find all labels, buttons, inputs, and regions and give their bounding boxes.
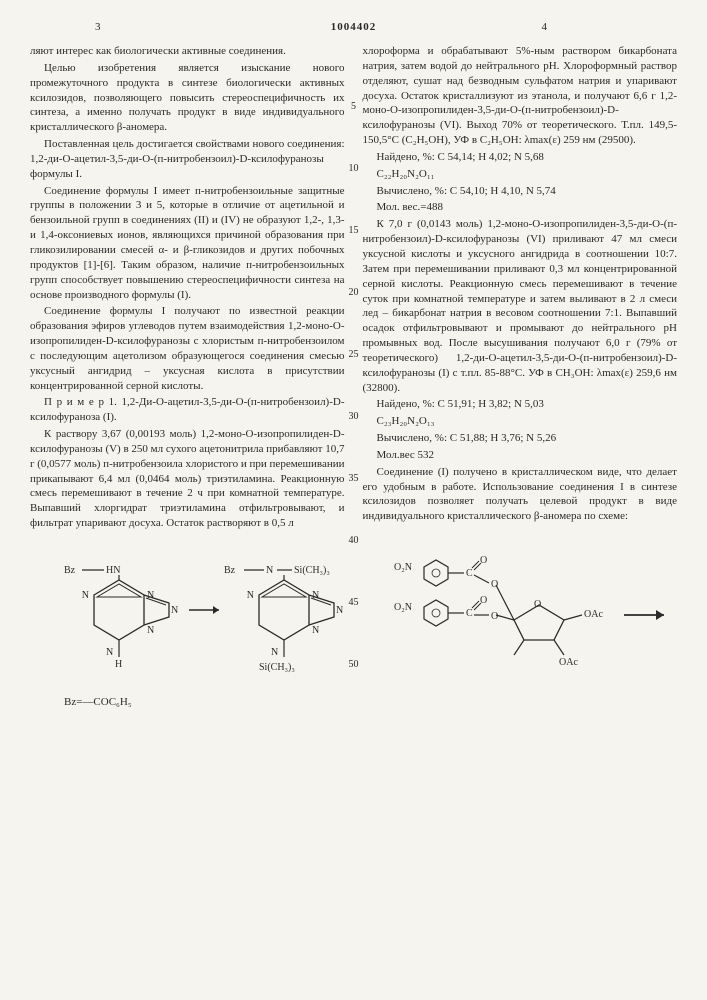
svg-text:O: O xyxy=(534,599,541,610)
para: Мол.вес 532 xyxy=(363,448,678,463)
svg-text:N: N xyxy=(266,565,273,576)
para: Соединение формулы I получают по известн… xyxy=(30,304,345,393)
svg-text:O: O xyxy=(491,611,498,622)
right-column: хлороформа и обрабатывают 5%-ным раствор… xyxy=(363,44,678,533)
svg-text:OAc: OAc xyxy=(559,657,578,668)
para: Вычислено, %: C 54,10; H 4,10, N 5,74 xyxy=(363,184,678,199)
svg-text:N: N xyxy=(106,647,113,658)
svg-text:OAc: OAc xyxy=(584,609,603,620)
line-num: 45 xyxy=(349,596,359,610)
line-num: 25 xyxy=(349,348,359,362)
svg-text:O: O xyxy=(480,595,487,606)
svg-text:O: O xyxy=(480,555,487,566)
svg-text:N: N xyxy=(336,605,343,616)
line-num: 50 xyxy=(349,658,359,672)
para: К раствору 3,67 (0,00193 моль) 1,2-моно-… xyxy=(30,427,345,531)
para: Мол. вес.=488 xyxy=(363,200,678,215)
line-num: 10 xyxy=(349,162,359,176)
document-id: 1004402 xyxy=(331,20,377,35)
para: хлороформа и обрабатывают 5%-ным раствор… xyxy=(363,44,678,148)
svg-text:N: N xyxy=(246,590,253,601)
para: Найдено, %: C 54,14; H 4,02; N 5,68 xyxy=(363,150,678,165)
para: Целью изобретения является изыскание нов… xyxy=(30,61,345,135)
reaction-scheme: N N N N Bz HN H N N N N N xyxy=(30,545,677,725)
chemical-structure-svg: N N N N Bz HN H N N N N N xyxy=(34,545,674,725)
line-num: 15 xyxy=(349,224,359,238)
line-num: 30 xyxy=(349,410,359,424)
svg-text:Bz: Bz xyxy=(224,565,236,576)
page-number-left: 3 xyxy=(95,20,101,35)
para: Найдено, %: C 51,91; H 3,82; N 5,03 xyxy=(363,397,678,412)
line-num: 5 xyxy=(351,100,356,114)
line-num: 20 xyxy=(349,286,359,300)
label-bz: Bz xyxy=(64,565,76,576)
line-num: 35 xyxy=(349,472,359,486)
svg-text:N: N xyxy=(171,605,178,616)
svg-text:C: C xyxy=(466,608,473,619)
para: C₂₂H₂₀N₂O₁₁ xyxy=(363,167,678,182)
svg-text:N: N xyxy=(147,590,154,601)
svg-text:N: N xyxy=(312,590,319,601)
left-column: ляют интерес как биологически активные с… xyxy=(30,44,345,533)
svg-text:N: N xyxy=(81,590,88,601)
line-num: 40 xyxy=(349,534,359,548)
page-number-right: 4 xyxy=(542,20,548,35)
para: C₂₃H₂₀N₂O₁₃ xyxy=(363,414,678,429)
svg-text:Si(CH₃)₃: Si(CH₃)₃ xyxy=(259,662,295,673)
para: Соединение (I) получено в кристаллическо… xyxy=(363,465,678,524)
para: П р и м е р 1. 1,2-Ди-O-ацетил-3,5-ди-O-… xyxy=(30,395,345,425)
svg-text:N: N xyxy=(312,625,319,636)
svg-text:O₂N: O₂N xyxy=(394,602,412,613)
svg-text:H: H xyxy=(115,659,122,670)
para: ляют интерес как биологически активные с… xyxy=(30,44,345,59)
svg-text:O₂N: O₂N xyxy=(394,562,412,573)
svg-text:Si(CH₃)₃: Si(CH₃)₃ xyxy=(294,565,330,576)
para: Вычислено, %: C 51,88; H 3,76; N 5,26 xyxy=(363,431,678,446)
svg-text:C: C xyxy=(466,568,473,579)
svg-text:N: N xyxy=(271,647,278,658)
para: К 7,0 г (0,0143 моль) 1,2-моно-O-изопроп… xyxy=(363,217,678,395)
bz-definition: Bz=—COC₆H₅ xyxy=(64,696,132,708)
para: Соединение формулы I имеет п-нитробензои… xyxy=(30,184,345,303)
svg-text:N: N xyxy=(147,625,154,636)
svg-text:HN: HN xyxy=(106,565,120,576)
para: Поставленная цель достигается свойствами… xyxy=(30,137,345,182)
